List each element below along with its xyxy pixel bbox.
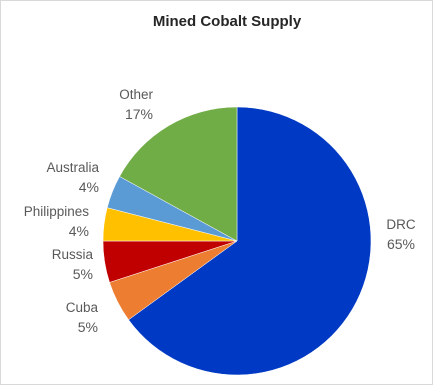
- slice-label-other: Other: [119, 87, 153, 102]
- chart-title: Mined Cobalt Supply: [153, 13, 302, 30]
- slice-label-drc: DRC: [386, 217, 415, 232]
- slice-value-cuba: 5%: [78, 319, 98, 335]
- pie-slice-other: [119, 106, 238, 242]
- slice-value-drc: 65%: [387, 236, 415, 252]
- pie-slice-drc: [128, 106, 372, 376]
- slice-value-russia: 5%: [73, 266, 93, 282]
- slice-label-australia: Australia: [46, 160, 99, 175]
- slice-value-australia: 4%: [79, 179, 99, 195]
- slice-value-other: 17%: [125, 106, 153, 122]
- pie-slices: [102, 106, 372, 376]
- slice-value-philippines: 4%: [69, 223, 89, 239]
- slice-label-philippines: Philippines: [24, 204, 90, 219]
- pie-labels: DRC 65% Cuba 5% Russia 5% Philippines 4% Austral…: [24, 87, 416, 335]
- slice-label-russia: Russia: [52, 247, 94, 262]
- slice-label-cuba: Cuba: [66, 300, 99, 315]
